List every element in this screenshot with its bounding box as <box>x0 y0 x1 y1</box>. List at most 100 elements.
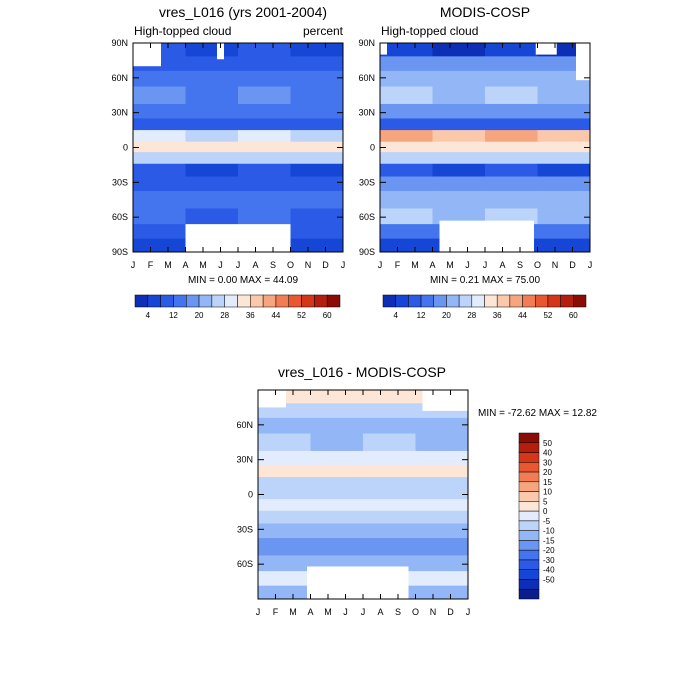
heatmap-cell <box>415 571 469 587</box>
x-tick-label: N <box>305 260 312 270</box>
heatmap-cell <box>415 555 469 572</box>
heatmap-cell <box>290 141 344 153</box>
colorbar-label: 5 <box>543 497 548 506</box>
colorbar-swatch <box>518 501 540 512</box>
colorbar-label: 0 <box>543 507 548 516</box>
heatmap-cell <box>485 43 538 57</box>
y-tick-label: 30S <box>237 524 253 534</box>
colorbar-swatch <box>518 471 540 483</box>
heatmap-cell <box>238 103 291 119</box>
heatmap-cell <box>310 510 364 525</box>
heatmap-cell <box>185 191 239 209</box>
heatmap-cell <box>290 238 344 253</box>
heatmap-cell <box>415 450 469 466</box>
heatmap-cell <box>537 141 591 153</box>
heatmap-cell <box>310 477 364 490</box>
colorbar-swatch <box>547 294 561 308</box>
colorbar-label: 36 <box>493 311 502 320</box>
heatmap-cell <box>185 176 239 192</box>
missing-data-region <box>133 43 161 67</box>
y-tick-label: 30S <box>359 177 375 187</box>
missing-data-region <box>422 390 477 411</box>
colorbar-swatch <box>522 294 536 308</box>
heatmap-cell <box>537 176 591 192</box>
x-tick-label: J <box>256 607 261 617</box>
colorbar-swatch <box>314 294 328 308</box>
colorbar-label: -15 <box>543 536 555 545</box>
heatmap-cell <box>238 191 291 209</box>
heatmap-cell <box>380 86 433 105</box>
colorbar-swatch <box>301 294 315 308</box>
heatmap-cell <box>310 499 364 512</box>
heatmap-cell <box>258 523 311 539</box>
heatmap-cell <box>415 417 469 435</box>
colorbar-label: 28 <box>467 311 476 320</box>
heatmap-cell <box>415 585 469 600</box>
heatmap-cell <box>537 163 591 178</box>
y-tick-label: 30N <box>358 108 375 118</box>
heatmap-cell <box>537 238 591 253</box>
heatmap-cell <box>432 130 486 143</box>
x-tick-label: A <box>182 260 188 270</box>
heatmap-cell <box>238 152 291 165</box>
heatmap-cell <box>290 191 344 209</box>
heatmap-cell <box>185 43 239 57</box>
colorbar-swatch <box>518 481 540 492</box>
panel-difference: vres_L016 - MODIS-COSP MIN = -72.62 MAX … <box>236 364 597 617</box>
heatmap-cell <box>238 86 291 105</box>
colorbar-label: 28 <box>220 311 229 320</box>
y-tick-label: 60N <box>236 420 253 430</box>
heatmap-cell <box>185 103 239 119</box>
heatmap-cell <box>415 465 469 478</box>
panel-title: MODIS-COSP <box>440 4 530 20</box>
heatmap-cell <box>238 43 291 57</box>
heatmap-cell <box>310 403 364 419</box>
heatmap-cell <box>258 465 311 478</box>
heatmap-cell <box>290 152 344 165</box>
heatmap-cell <box>485 70 538 88</box>
colorbar-label: 4 <box>393 311 398 320</box>
heatmap-cell <box>258 585 311 600</box>
y-tick-label: 0 <box>248 490 253 500</box>
heatmap-cell <box>133 152 186 165</box>
colorbar-swatch <box>518 452 540 463</box>
missing-data-region <box>343 43 380 69</box>
missing-data-region <box>439 220 534 252</box>
heatmap-cell <box>415 477 469 490</box>
x-tick-label: J <box>341 260 346 270</box>
heatmap-cell <box>185 130 239 143</box>
heatmap-cell <box>415 510 469 525</box>
colorbar-swatch <box>471 294 485 308</box>
y-tick-label: 0 <box>370 143 375 153</box>
x-tick-label: J <box>588 260 593 270</box>
heatmap-cell <box>485 152 538 165</box>
colorbar-swatch <box>518 491 540 502</box>
heatmap-cell <box>415 499 469 512</box>
colorbar-label: 36 <box>246 311 255 320</box>
heatmap-cell <box>238 176 291 192</box>
x-tick-label: J <box>378 260 383 270</box>
heatmap-cell <box>185 70 239 88</box>
missing-data-region <box>576 43 599 81</box>
heatmap-cell <box>363 417 416 435</box>
heatmap-cell <box>485 176 538 192</box>
heatmap-cell <box>432 103 486 119</box>
colorbar-swatch <box>518 510 540 522</box>
heatmap-cell <box>415 523 469 539</box>
heatmap-cell <box>133 176 186 192</box>
heatmap-cell <box>290 118 344 131</box>
y-tick-label: 30N <box>111 108 128 118</box>
heatmap-cell <box>485 208 538 225</box>
colorbar-label: 50 <box>543 439 552 448</box>
heatmap-cell <box>133 130 186 143</box>
colorbar-swatch <box>518 559 540 570</box>
heatmap-cell <box>432 70 486 88</box>
x-tick-label: M <box>289 607 297 617</box>
colorbar-label: 15 <box>543 478 552 487</box>
heatmap-cell <box>133 118 186 131</box>
heatmap-cell <box>133 224 186 240</box>
x-tick-label: F <box>148 260 154 270</box>
